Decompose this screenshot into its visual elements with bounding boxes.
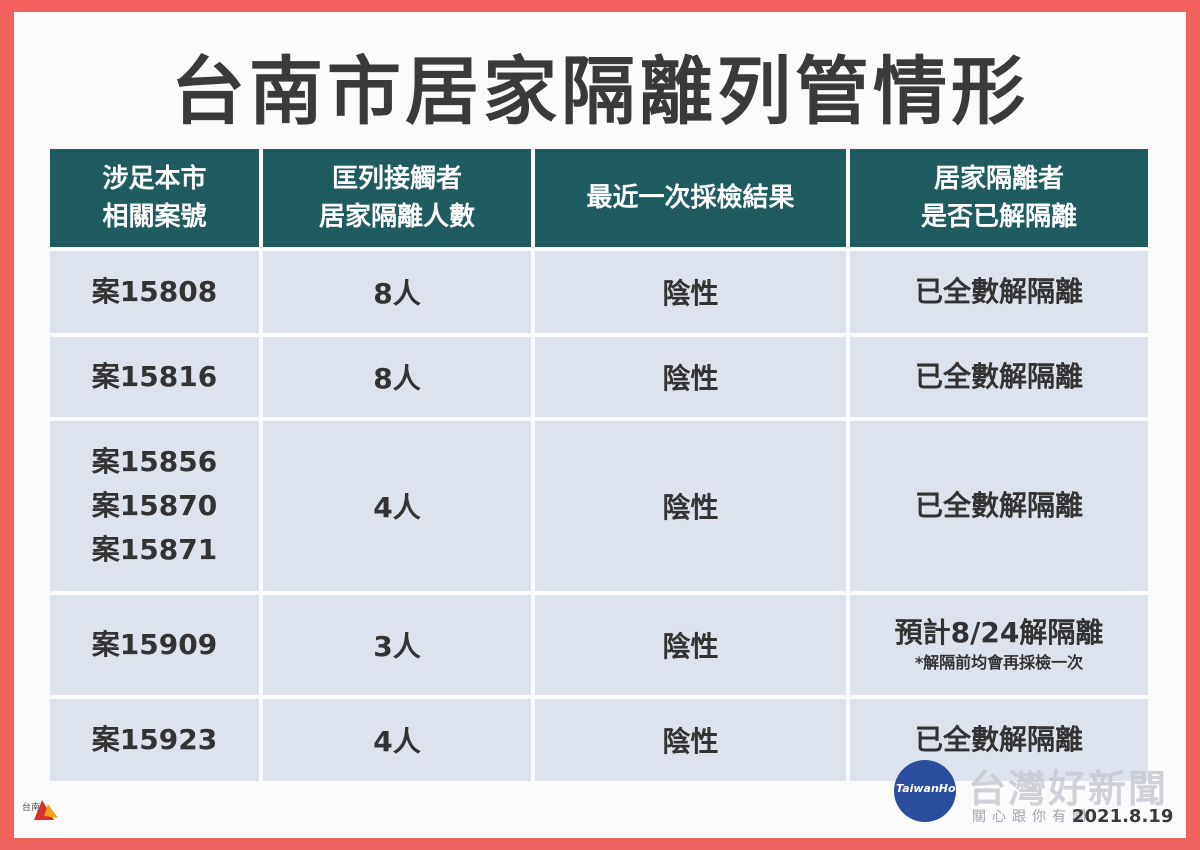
case-cell: 案15909 (50, 595, 259, 695)
status-text: 已全數解隔離 (914, 360, 1083, 393)
case-number: 案15856 (91, 445, 218, 478)
watermark-slogan: 關心跟你有關 (972, 809, 1092, 825)
table-row: 案15816 8人 陰性 已全數解隔離 (50, 337, 1148, 417)
header-line: 匡列接觸者 (331, 164, 462, 194)
header-line: 涉足本市 (102, 164, 207, 194)
status-cell: 已全數解隔離 (850, 699, 1148, 781)
result-cell: 陰性 (535, 595, 846, 695)
status-cell: 已全數解隔離 (850, 251, 1148, 333)
date-stamp: 2021.8.19 (1072, 806, 1174, 827)
result-cell: 陰性 (535, 251, 846, 333)
header-contact-count: 匡列接觸者 居家隔離人數 (263, 149, 531, 247)
status-cell: 預計8/24解隔離 *解隔前均會再採檢一次 (850, 595, 1148, 695)
result-cell: 陰性 (535, 337, 846, 417)
status-text: 已全數解隔離 (914, 723, 1083, 756)
case-cell: 案15808 (50, 251, 259, 333)
case-number: 案15871 (91, 533, 218, 566)
header-line: 相關案號 (102, 202, 207, 232)
news-watermark: TaiwanHot 台灣好新聞 關心跟你有關 (880, 748, 1180, 834)
watermark-brand: 台灣好新聞 (968, 767, 1169, 811)
header-line: 居家隔離者 (933, 164, 1064, 194)
case-cell: 案15923 (50, 699, 259, 781)
status-text: 已全數解隔離 (914, 275, 1083, 308)
table-header-row: 涉足本市 相關案號 匡列接觸者 居家隔離人數 最近一次採檢結果 居家隔離者 是否… (50, 149, 1148, 247)
header-line: 是否已解隔離 (920, 202, 1077, 232)
result-cell: 陰性 (535, 421, 846, 591)
count-cell: 8人 (263, 251, 531, 333)
case-number: 案15816 (91, 360, 218, 393)
header-case-numbers: 涉足本市 相關案號 (50, 149, 259, 247)
header-line: 居家隔離人數 (318, 202, 475, 232)
header-line: 最近一次採檢結果 (586, 183, 795, 213)
header-test-result: 最近一次採檢結果 (535, 149, 846, 247)
count-cell: 8人 (263, 337, 531, 417)
status-text: 預計8/24解隔離 (894, 616, 1104, 649)
taiwanhot-circle-icon (894, 760, 956, 822)
quarantine-table: 涉足本市 相關案號 匡列接觸者 居家隔離人數 最近一次採檢結果 居家隔離者 是否… (46, 145, 1152, 785)
case-number: 案15808 (91, 275, 218, 308)
case-number: 案15870 (91, 489, 218, 522)
status-text: 已全數解隔離 (914, 489, 1083, 522)
poster-panel: 台南市居家隔離列管情形 涉足本市 相關案號 匡列接觸者 居家隔離人數 最近一次採… (14, 12, 1186, 838)
table-row: 案15923 4人 陰性 已全數解隔離 (50, 699, 1148, 781)
count-cell: 3人 (263, 595, 531, 695)
case-cell: 案15816 (50, 337, 259, 417)
case-number: 案15923 (91, 723, 218, 756)
case-number: 案15909 (91, 628, 218, 661)
status-footnote: *解隔前均會再採檢一次 (914, 653, 1084, 672)
count-cell: 4人 (263, 699, 531, 781)
result-cell: 陰性 (535, 699, 846, 781)
page-title: 台南市居家隔離列管情形 (171, 49, 1029, 135)
watermark-circle-text: TaiwanHot (896, 782, 961, 795)
table-row: 案15909 3人 陰性 預計8/24解隔離 *解隔前均會再採檢一次 (50, 595, 1148, 695)
header-release-status: 居家隔離者 是否已解隔離 (850, 149, 1148, 247)
table-row: 案15856 案15870 案15871 4人 陰性 已全數解隔離 (50, 421, 1148, 591)
status-cell: 已全數解隔離 (850, 421, 1148, 591)
table-row: 案15808 8人 陰性 已全數解隔離 (50, 251, 1148, 333)
count-cell: 4人 (263, 421, 531, 591)
svg-text:台南: 台南 (22, 801, 40, 813)
status-cell: 已全數解隔離 (850, 337, 1148, 417)
case-cell: 案15856 案15870 案15871 (50, 421, 259, 591)
tainan-city-logo-icon: 台南 (22, 800, 58, 820)
